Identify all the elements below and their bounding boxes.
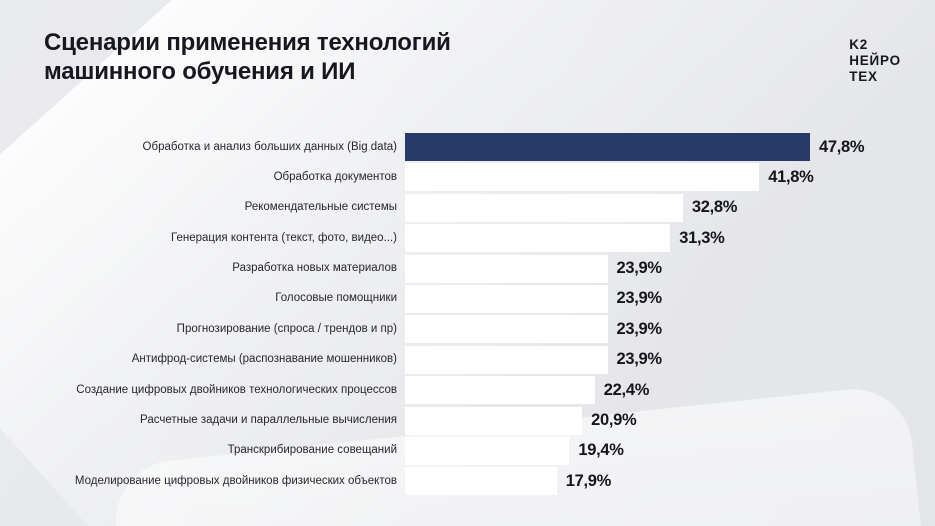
chart-row: Моделирование цифровых двойников физичес… [44,467,864,496]
value-label: 41,8% [768,167,814,186]
category-label: Моделирование цифровых двойников физичес… [74,474,397,487]
bar [405,376,595,405]
chart-row: Голосовые помощники 23,9% [44,284,864,313]
category-label: Расчетные задачи и параллельные вычислен… [140,414,397,427]
value-label: 31,3% [679,228,725,247]
value-label: 23,9% [616,289,663,308]
category-label: Рекомендательные системы [244,201,397,214]
value-label: 23,9% [616,319,663,338]
chart-row: Генерация контента (текст, фото, видео..… [44,224,864,253]
title-line-1: Сценарии применения технологий [44,29,451,56]
logo-line-2: НЕЙРО [849,53,901,68]
category-label: Обработка документов [273,170,397,183]
bar [405,284,608,313]
category-label: Создание цифровых двойников технологичес… [76,383,397,396]
chart-row: Транскрибирование совещаний 19,4% [44,436,864,465]
bar [405,315,608,344]
chart-row: Рекомендательные системы 32,8% [44,193,864,222]
chart-row: Расчетные задачи и параллельные вычислен… [44,406,864,435]
category-label: Разработка новых материалов [232,262,397,275]
category-label: Антифрод-системы (распознавание мошенник… [131,353,397,366]
value-label: 20,9% [591,411,637,430]
k2-neurotech-logo: K2 НЕЙРО ТЕХ [849,37,901,85]
value-label: 19,4% [578,441,624,460]
logo-line-3: ТЕХ [849,69,878,84]
value-label: 17,9% [565,471,612,490]
value-label: 23,9% [616,259,663,278]
bar [405,436,570,465]
category-label: Прогнозирование (спроса / трендов и пр) [176,322,397,335]
bar [405,224,671,253]
category-label: Обработка и анализ больших данных (Big d… [142,140,397,153]
bar-highlighted [405,133,810,161]
chart-row: Обработка документов 41,8% [44,163,864,192]
bar [405,193,683,222]
chart-row: Антифрод-системы (распознавание мошенник… [44,345,864,374]
title-line-2: машинного обучения и ИИ [44,58,356,85]
value-label: 32,8% [691,198,738,217]
bar [405,254,608,283]
category-label: Транскрибирование совещаний [227,444,397,457]
header: Сценарии применения технологий машинного … [44,28,901,86]
value-label: 23,9% [616,350,663,369]
page-title: Сценарии применения технологий машинного … [44,28,901,86]
bar [405,345,608,374]
chart-row: Прогнозирование (спроса / трендов и пр) 2… [44,315,864,344]
chart-row: Создание цифровых двойников технологичес… [44,376,864,405]
chart-row: Обработка и анализ больших данных (Big d… [44,133,865,161]
bar [405,406,583,435]
bar [405,163,760,192]
chart-row: Разработка новых материалов 23,9% [44,254,864,283]
bar-chart: Обработка и анализ больших данных (Big d… [44,133,865,496]
value-label: 47,8% [819,137,865,156]
bar [405,467,557,496]
category-label: Голосовые помощники [275,292,397,305]
logo-line-1: K2 [849,37,869,52]
category-label: Генерация контента (текст, фото, видео..… [171,231,397,244]
value-label: 22,4% [603,380,650,399]
